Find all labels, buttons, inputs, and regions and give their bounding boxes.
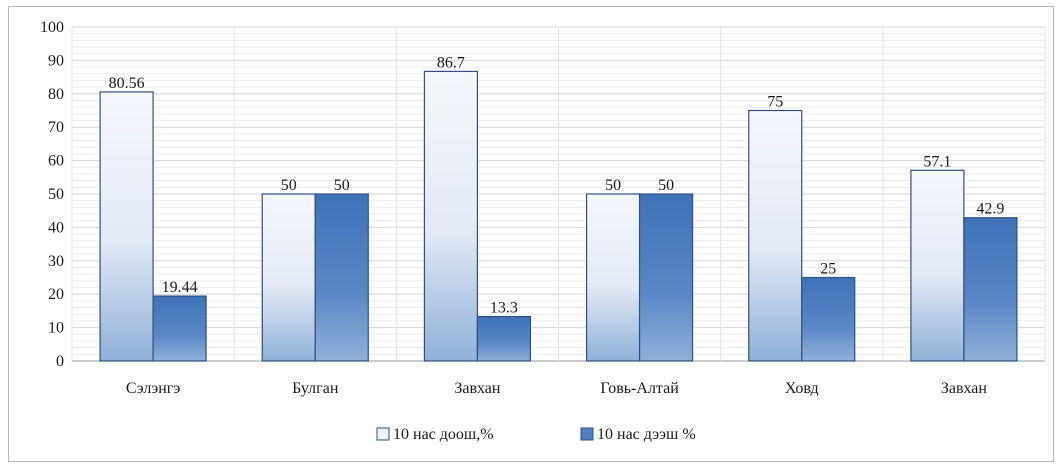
data-label: 50 xyxy=(658,177,674,194)
data-label: 13.3 xyxy=(490,300,518,317)
legend-label: 10 нас дээш % xyxy=(597,426,696,443)
bar-series-1 xyxy=(99,91,154,362)
bar-series-2 xyxy=(801,276,856,362)
data-label: 19.44 xyxy=(162,279,198,296)
bar-series-1 xyxy=(261,193,316,362)
y-tick-label: 100 xyxy=(40,19,64,36)
data-label: 50 xyxy=(605,177,621,194)
bar-chart: 0 10 20 30 40 50 60 70 80 90 100 80.56 19.44 50 50 86.… xyxy=(40,19,1046,443)
y-tick-label: 60 xyxy=(48,153,64,170)
data-labels: 80.56 19.44 50 50 86.7 13.3 50 50 75 25 57.1 42.9 xyxy=(109,54,1005,316)
data-label: 75 xyxy=(767,94,783,111)
category-label: Сэлэнгэ xyxy=(126,380,180,397)
bar-series-2 xyxy=(152,295,207,362)
y-axis: 0 10 20 30 40 50 60 70 80 90 100 xyxy=(40,19,64,370)
legend-label: 10 нас доош,% xyxy=(393,426,494,443)
bar-series-2 xyxy=(314,193,369,362)
data-label: 86.7 xyxy=(437,54,465,71)
bar-series-1 xyxy=(423,70,479,362)
y-tick-label: 80 xyxy=(48,86,64,103)
bar-series-1 xyxy=(585,193,641,362)
legend-swatch xyxy=(376,427,390,441)
y-tick-label: 50 xyxy=(48,186,64,203)
y-tick-label: 0 xyxy=(56,353,64,370)
grid-lines xyxy=(71,26,1046,362)
bar-series-1 xyxy=(748,109,803,362)
legend-swatch xyxy=(580,427,594,441)
y-tick-label: 70 xyxy=(48,119,64,136)
category-label: Завхан xyxy=(941,380,988,397)
data-label: 42.9 xyxy=(976,201,1004,218)
bar-series-2 xyxy=(963,217,1018,362)
y-tick-label: 10 xyxy=(48,320,64,337)
category-label: Булган xyxy=(292,380,339,397)
category-label: Говь-Алтай xyxy=(600,380,679,397)
bar-series-2 xyxy=(476,315,532,362)
chart-frame: 0 10 20 30 40 50 60 70 80 90 100 80.56 19.44 50 50 86.… xyxy=(8,6,1054,462)
category-label: Ховд xyxy=(785,380,819,397)
data-label: 50 xyxy=(334,177,350,194)
y-tick-label: 20 xyxy=(48,286,64,303)
data-label: 57.1 xyxy=(923,153,951,170)
bar-series-1 xyxy=(910,169,965,362)
bars xyxy=(99,70,1018,362)
y-tick-label: 40 xyxy=(48,219,64,236)
data-label: 25 xyxy=(820,261,836,278)
data-label: 80.56 xyxy=(109,75,145,92)
data-label: 50 xyxy=(281,177,297,194)
y-tick-label: 30 xyxy=(48,253,64,270)
category-label: Завхан xyxy=(454,380,501,397)
y-tick-label: 90 xyxy=(48,52,64,69)
bar-series-2 xyxy=(638,193,694,362)
legend: 10 нас доош,% 10 нас дээш % xyxy=(376,426,696,443)
x-axis: Сэлэнгэ Булган Завхан Говь-Алтай Ховд Завхан xyxy=(126,380,987,397)
